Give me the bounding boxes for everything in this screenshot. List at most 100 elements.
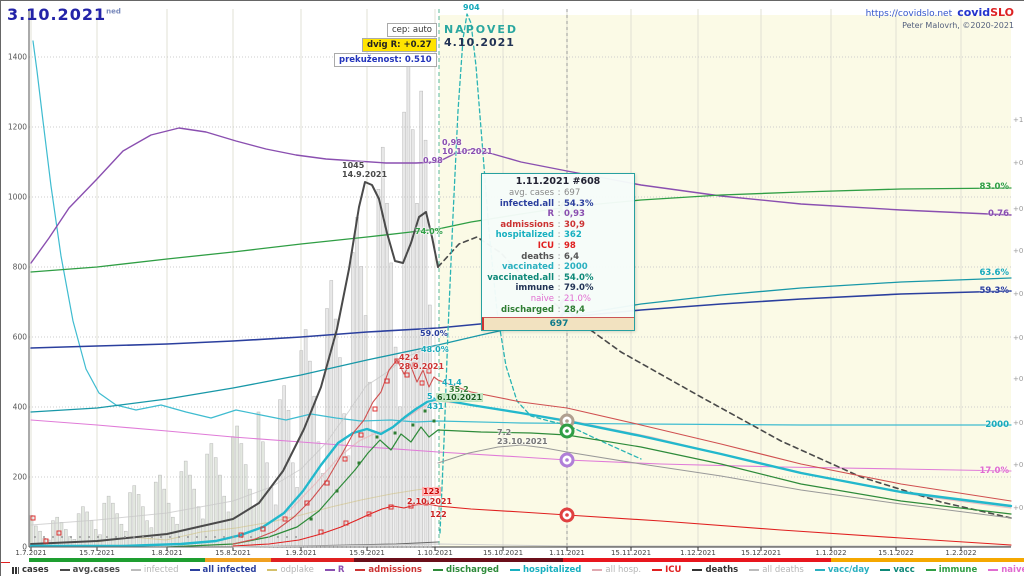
line-swatch-icon xyxy=(880,569,891,571)
status-strip-segment xyxy=(563,558,831,562)
cases-bars xyxy=(29,59,432,548)
legend-label: vacc/day xyxy=(827,565,870,575)
legend-label: cases xyxy=(22,565,49,575)
series-all-infected xyxy=(30,290,1012,349)
right-axis-tick: +0.6 xyxy=(1013,290,1024,298)
tooltip-row: vaccinated.all:54.0% xyxy=(487,272,594,283)
line-swatch-icon xyxy=(267,569,278,571)
line-swatch-icon xyxy=(592,569,603,571)
legend-label: hospitalized xyxy=(523,565,582,575)
series-immune xyxy=(30,187,1012,273)
tooltip-footer-value: 697 xyxy=(482,317,634,331)
x-axis-tick: 1.11.2021 xyxy=(549,549,585,557)
line-swatch-icon xyxy=(814,569,825,571)
dvig-r-setting[interactable]: dvig R: +0.27 xyxy=(362,38,437,52)
legend-item-all-hosp-[interactable]: all hosp. xyxy=(592,565,641,575)
y-axis-tick: 1200 xyxy=(7,122,27,132)
x-axis-tick: 1.8.2021 xyxy=(151,549,183,557)
series-end-label: 2000 xyxy=(985,420,1009,430)
right-axis-tick: +1.0 xyxy=(1013,116,1024,124)
cep-setting[interactable]: cep: auto xyxy=(387,23,437,37)
y-axis-tick: 400 xyxy=(12,402,27,412)
legend-item-naive[interactable]: naive xyxy=(988,565,1024,575)
prekuzenost-setting[interactable]: prekuženost: 0.510 xyxy=(334,53,437,67)
x-axis-tick: 15.10.2021 xyxy=(482,549,524,557)
legend-label: all deaths xyxy=(762,565,804,575)
x-axis-tick: 1.12.2021 xyxy=(680,549,716,557)
annotation: 122 xyxy=(430,510,447,519)
series-lines xyxy=(29,13,1013,548)
annotation: 2.10.2021 xyxy=(407,497,453,506)
legend-item-icu[interactable]: ICU xyxy=(652,565,681,575)
legend-bar: cases avg.cases infected all infected odplak… xyxy=(1,563,1024,577)
legend-item-all-infected[interactable]: all infected xyxy=(189,565,256,575)
legend-item-deaths[interactable]: deaths xyxy=(692,565,738,575)
legend-label: naive xyxy=(1001,565,1024,575)
series-end-label: 0.76 xyxy=(988,209,1009,219)
legend-item-hospitalized[interactable]: hospitalized xyxy=(510,565,581,575)
annotation: 74.0% xyxy=(415,227,443,236)
status-strip-segment xyxy=(271,558,354,562)
legend-item-infected[interactable]: infected xyxy=(130,565,179,575)
credits: https://covidslo.net covidSLO Peter Malo… xyxy=(866,5,1014,31)
line-swatch-icon xyxy=(692,569,703,571)
legend-label: admissions xyxy=(368,565,422,575)
bars-icon xyxy=(12,566,19,574)
series-end-label: 59.3% xyxy=(979,286,1010,296)
line-swatch-icon xyxy=(324,569,335,571)
line-swatch-icon xyxy=(432,569,443,571)
forecast-date: 4.10.2021 xyxy=(444,36,515,49)
tooltip-row: admissions:30,9 xyxy=(500,219,585,230)
legend-label: immune xyxy=(938,565,978,575)
legend-item-r[interactable]: R xyxy=(324,565,344,575)
tooltip-row: immune:79.0% xyxy=(515,283,594,294)
annotation: 123 xyxy=(422,487,441,496)
line-swatch-icon xyxy=(59,569,70,571)
right-axis-tick: +0.7 xyxy=(1013,247,1024,255)
tooltip-row: infected.all:54.3% xyxy=(499,198,594,209)
legend-label: all hosp. xyxy=(605,565,642,575)
legend-item-odplake[interactable]: odplake xyxy=(267,565,314,575)
legend-item-all-deaths[interactable]: all deaths xyxy=(749,565,804,575)
x-axis-tick: 1.1.2022 xyxy=(815,549,847,557)
series-end-label: 17.0% xyxy=(979,466,1010,476)
x-axis-tick: 15.1.2022 xyxy=(878,549,914,557)
legend-item-immune[interactable]: immune xyxy=(925,565,978,575)
status-strip-segment xyxy=(205,558,271,562)
author-credit: Peter Malovrh, ©2020-2021 xyxy=(902,21,1014,30)
series-admissions xyxy=(232,359,1012,545)
y-axis-tick: 1000 xyxy=(7,192,27,202)
right-axis-tick: +0.9 xyxy=(1013,159,1024,167)
series-odplake xyxy=(96,486,439,543)
legend-label: avg.cases xyxy=(72,565,120,575)
right-axis-tick: +0.1 xyxy=(1013,504,1024,512)
annotation: 0,98 10.10.2021 xyxy=(442,138,493,156)
x-axis-tick: 1.2.2022 xyxy=(945,549,977,557)
series-all-deaths xyxy=(232,543,1012,548)
annotation: 7.2 23.10.2021 xyxy=(497,428,548,446)
line-swatch-icon xyxy=(510,569,520,571)
legend-item-avg-cases[interactable]: avg.cases xyxy=(59,565,120,575)
x-axis-tick: 1.10.2021 xyxy=(417,549,453,557)
legend-item-vacc[interactable]: vacc xyxy=(880,565,915,575)
legend-label: ICU xyxy=(665,565,682,575)
legend-item-cases[interactable]: cases xyxy=(12,565,49,575)
line-swatch-icon xyxy=(355,569,366,571)
legend-label: vacc xyxy=(893,565,915,575)
tooltip-row: hospitalized:362 xyxy=(495,230,582,241)
series-avg-cases xyxy=(30,181,439,545)
legend-item-admissions[interactable]: admissions xyxy=(355,565,422,575)
x-axis-tick: 15.11.2021 xyxy=(610,549,652,557)
annotation: 59.0% xyxy=(420,329,448,338)
status-strip-segment xyxy=(29,558,205,562)
hover-tooltip: 1.11.2021 #608 avg. cases:697 infected.al… xyxy=(481,173,635,332)
legend-item-discharged[interactable]: discharged xyxy=(432,565,499,575)
tooltip-row: deaths:6,4 xyxy=(521,251,580,262)
series-vacc xyxy=(30,277,1012,413)
y-axis-tick: 600 xyxy=(12,332,27,342)
site-url-link[interactable]: https://covidslo.net xyxy=(865,9,953,19)
legend-item-vacc-day[interactable]: vacc/day xyxy=(814,565,870,575)
tooltip-row: discharged:28,4 xyxy=(500,304,585,315)
annotation: 431 xyxy=(427,402,444,411)
